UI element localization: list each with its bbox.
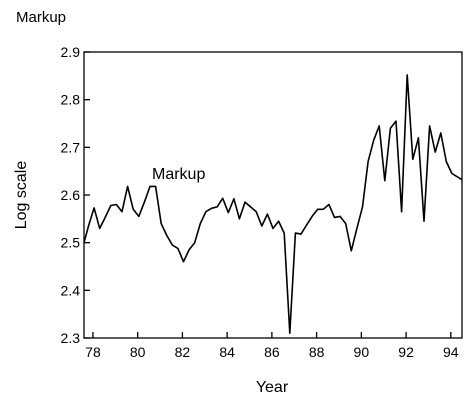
x-tick-label: 90	[354, 344, 370, 360]
markup-series-line	[83, 74, 463, 334]
y-tick-label: 2.3	[61, 330, 81, 346]
x-tick-label: 84	[219, 344, 235, 360]
y-tick-label: 2.9	[61, 44, 81, 60]
y-axis-title: Log scale	[13, 161, 30, 230]
x-tick-label: 94	[443, 344, 459, 360]
x-tick-label: 78	[85, 344, 101, 360]
x-tick-label: 86	[264, 344, 280, 360]
x-axis-title: Year	[256, 379, 289, 396]
series-annotation: Markup	[152, 166, 205, 183]
y-tick-label: 2.6	[61, 187, 81, 203]
y-tick-label: 2.5	[61, 235, 81, 251]
y-axis: 2.3 2.4 2.5 2.6 2.7 2.8 2.9	[61, 44, 90, 346]
x-tick-label: 92	[398, 344, 414, 360]
chart-title: Markup	[16, 9, 66, 26]
plot-area	[83, 51, 463, 339]
y-tick-label: 2.8	[61, 92, 81, 108]
y-tick-label: 2.4	[61, 282, 81, 298]
y-tick-label: 2.7	[61, 139, 81, 155]
x-axis: 78 80 82 84 86 88 90 92 94	[85, 332, 459, 360]
x-tick-label: 82	[175, 344, 191, 360]
x-tick-label: 80	[130, 344, 146, 360]
x-tick-label: 88	[309, 344, 325, 360]
